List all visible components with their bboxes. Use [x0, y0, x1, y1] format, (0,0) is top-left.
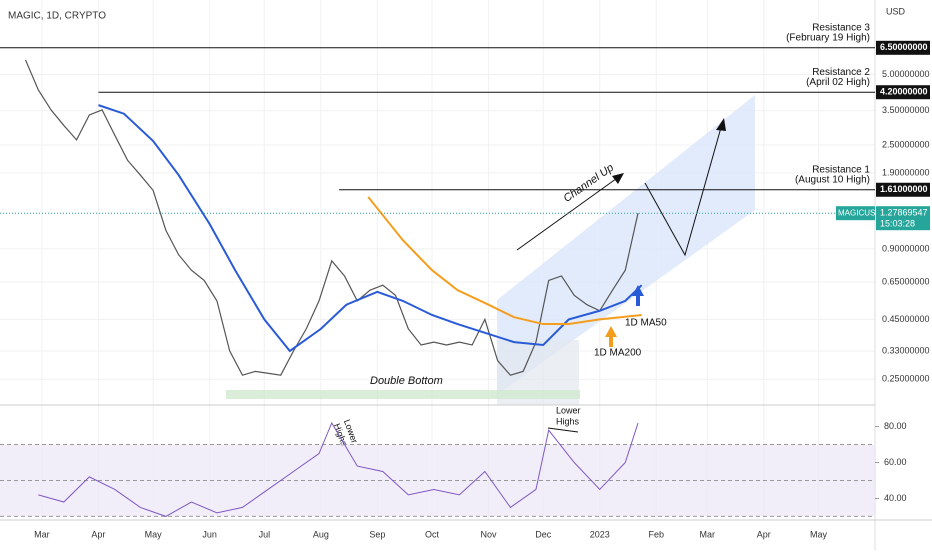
- annotation: Double Bottom: [370, 375, 443, 387]
- y-tick-label: 0.65000000: [882, 276, 930, 286]
- rsi-tick-label: 60.00: [884, 457, 907, 467]
- y-tick-label: 0.25000000: [882, 374, 930, 384]
- level-tag: [876, 85, 930, 100]
- annotation: 1D MA50: [625, 318, 667, 329]
- arrow: [516, 175, 621, 251]
- rsi-tick-label: 80.00: [884, 421, 907, 431]
- x-tick-label: Aug: [313, 529, 329, 539]
- level-tag: [876, 182, 930, 197]
- chart-title: MAGIC, 1D, CRYPTO: [8, 11, 106, 22]
- last-price-name: MAGICUSD: [838, 208, 881, 217]
- series-line: [367, 196, 642, 326]
- y-tick-label: 0.45000000: [882, 314, 930, 324]
- x-tick-label: Feb: [648, 529, 664, 539]
- y-tick-label: 2.50000000: [882, 139, 930, 149]
- level-text: (April 02 High): [806, 77, 870, 88]
- projection: [644, 123, 723, 257]
- last-price-timer: 15:03:28: [880, 219, 915, 229]
- level-text: Resistance 3: [812, 22, 870, 33]
- arrow: [632, 285, 644, 306]
- level-label: 4.20000000: [880, 87, 928, 97]
- level-tag: [876, 40, 930, 55]
- last-price-name-tag: [836, 206, 875, 221]
- y-tick-label: 0.90000000: [882, 243, 930, 253]
- annotation: Highs: [556, 416, 580, 426]
- level-text: (August 10 High): [795, 174, 870, 185]
- level-text: (February 19 High): [786, 32, 870, 43]
- arrow-head: [612, 173, 624, 184]
- series-line: [98, 104, 643, 353]
- annotation-line: [547, 427, 579, 433]
- y-unit: USD: [886, 6, 906, 16]
- y-tick-label: 5.00000000: [882, 69, 930, 79]
- arrow-head: [716, 118, 726, 131]
- annotation: Lower: [556, 405, 581, 415]
- x-tick-label: Nov: [481, 529, 498, 539]
- annotation: 1D MA200: [594, 348, 642, 359]
- y-tick-label: 1.90000000: [882, 167, 930, 177]
- y-tick-label: 0.33000000: [882, 345, 930, 355]
- x-tick-label: Jun: [202, 529, 217, 539]
- x-tick-label: Apr: [91, 529, 105, 539]
- x-tick-label: Oct: [425, 529, 440, 539]
- y-tick-label: 3.50000000: [882, 105, 930, 115]
- annotation-shapes: [226, 95, 755, 405]
- x-tick-label: Sep: [369, 529, 385, 539]
- double-bottom-band: [226, 390, 580, 399]
- x-tick-label: 2023: [590, 529, 610, 539]
- level-text: Resistance 2: [812, 67, 870, 78]
- rsi-line: [38, 421, 639, 517]
- rsi-tick-label: 40.00: [884, 493, 907, 503]
- x-tick-label: Mar: [34, 529, 50, 539]
- level-text: Resistance 1: [812, 164, 870, 175]
- x-tick-label: Jul: [259, 529, 271, 539]
- x-tick-label: Apr: [757, 529, 771, 539]
- last-price-label: 1.27869547: [880, 208, 928, 218]
- x-tick-label: Mar: [700, 529, 716, 539]
- series-line: [24, 59, 639, 376]
- level-label: 1.61000000: [880, 184, 928, 194]
- last-price-tag: [876, 206, 930, 231]
- channel: [497, 95, 755, 395]
- arrow: [605, 326, 617, 347]
- x-tick-label: May: [145, 529, 163, 539]
- level-label: 6.50000000: [880, 42, 928, 52]
- x-tick-label: Dec: [535, 529, 552, 539]
- x-tick-label: May: [810, 529, 828, 539]
